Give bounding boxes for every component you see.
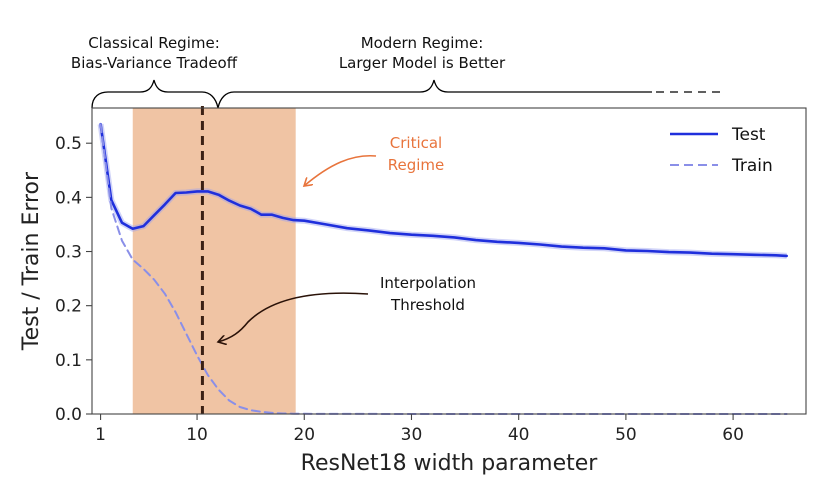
x-tick-label: 60 (722, 425, 744, 445)
critical-regime-arrow (304, 154, 377, 186)
plot-frame (91, 107, 807, 415)
test-series-line (99, 122, 789, 258)
y-tick-label: 0.1 (55, 351, 82, 371)
critical-regime-label-line1: Critical (390, 134, 442, 152)
y-tick-label: 0.0 (55, 405, 82, 425)
y-tick-label: 0.3 (55, 243, 82, 263)
classical-regime-subtitle: Bias-Variance Tradeoff (71, 54, 238, 72)
x-tick-label: 30 (401, 425, 423, 445)
x-tick-label: 10 (186, 425, 208, 445)
x-tick-label: 20 (293, 425, 315, 445)
x-tick-label: 1 (95, 425, 106, 445)
x-tick-label: 40 (508, 425, 530, 445)
y-tick-label: 0.4 (55, 188, 82, 208)
y-tick-label: 0.5 (55, 134, 82, 154)
legend: Test Train (670, 125, 773, 176)
x-tick-label: 50 (615, 425, 637, 445)
critical-regime-label-line2: Regime (388, 156, 445, 174)
y-axis-label: Test / Train Error (19, 171, 44, 351)
modern-regime-subtitle: Larger Model is Better (339, 54, 506, 72)
y-tick-label: 0.2 (55, 297, 82, 317)
legend-train-label: Train (731, 156, 773, 176)
modern-regime-title: Modern Regime: (361, 34, 484, 52)
x-axis-label: ResNet18 width parameter (301, 451, 599, 476)
interpolation-threshold-label-line2: Threshold (390, 296, 465, 314)
classical-regime-title: Classical Regime: (88, 34, 220, 52)
interpolation-threshold-arrow (218, 292, 369, 342)
critical-regime-band (132, 108, 296, 414)
modern-regime-brace (217, 79, 652, 109)
interpolation-threshold-label-line1: Interpolation (380, 274, 476, 292)
classical-regime-brace (91, 79, 219, 109)
legend-test-label: Test (731, 125, 766, 145)
